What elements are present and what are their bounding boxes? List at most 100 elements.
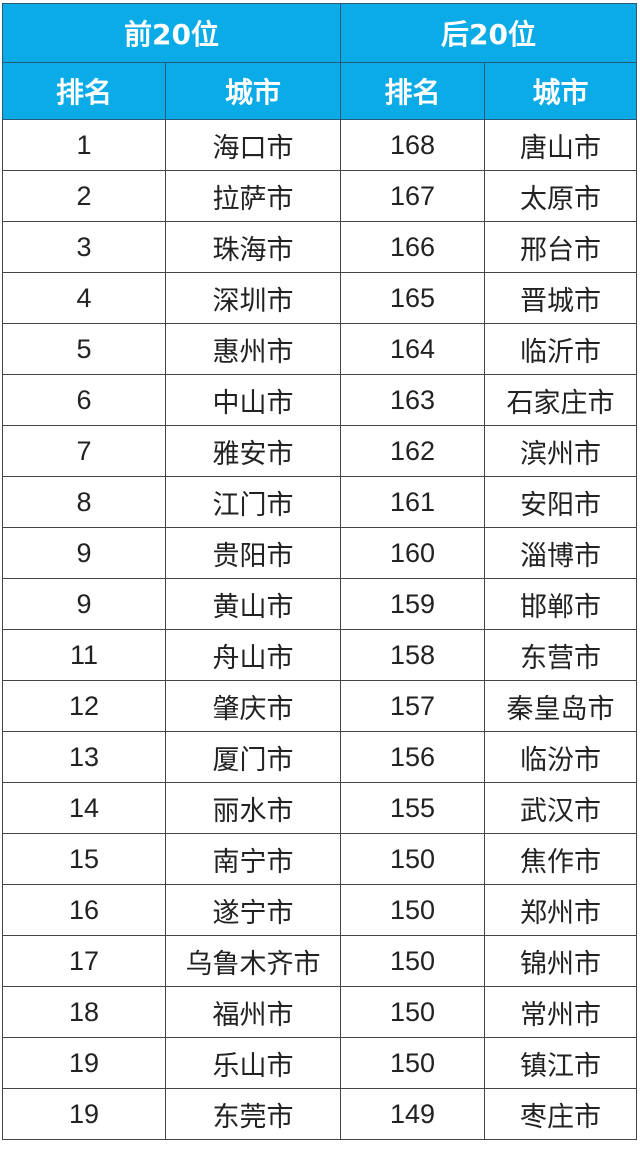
bottom-rank-cell: 161 bbox=[340, 476, 485, 528]
top-city-cell: 南宁市 bbox=[165, 833, 341, 885]
table-row: 11 舟山市 158 东营市 bbox=[2, 629, 637, 681]
bottom-city-cell: 秦皇岛市 bbox=[484, 680, 637, 732]
top-rank-cell: 11 bbox=[2, 629, 166, 681]
bottom-rank-header: 排名 bbox=[340, 62, 485, 120]
bottom-city-cell: 石家庄市 bbox=[484, 374, 637, 426]
table-row: 4 深圳市 165 晋城市 bbox=[2, 272, 637, 324]
bottom-city-cell: 滨州市 bbox=[484, 425, 637, 477]
top-city-cell: 中山市 bbox=[165, 374, 341, 426]
bottom-city-cell: 唐山市 bbox=[484, 119, 637, 171]
top-rank-cell: 6 bbox=[2, 374, 166, 426]
top-city-header: 城市 bbox=[165, 62, 341, 120]
table-row: 7 雅安市 162 滨州市 bbox=[2, 425, 637, 477]
bottom-city-cell: 常州市 bbox=[484, 986, 637, 1038]
table-row: 12 肇庆市 157 秦皇岛市 bbox=[2, 680, 637, 732]
bottom-rank-cell: 165 bbox=[340, 272, 485, 324]
bottom-city-cell: 武汉市 bbox=[484, 782, 637, 834]
bottom-city-cell: 邯郸市 bbox=[484, 578, 637, 630]
table-row: 15 南宁市 150 焦作市 bbox=[2, 833, 637, 885]
top-rank-header: 排名 bbox=[2, 62, 166, 120]
table-row: 9 黄山市 159 邯郸市 bbox=[2, 578, 637, 630]
table-row: 9 贵阳市 160 淄博市 bbox=[2, 527, 637, 579]
table-row: 16 遂宁市 150 郑州市 bbox=[2, 884, 637, 936]
top-rank-cell: 9 bbox=[2, 527, 166, 579]
top-rank-cell: 15 bbox=[2, 833, 166, 885]
bottom-city-cell: 枣庄市 bbox=[484, 1088, 637, 1140]
top-city-cell: 惠州市 bbox=[165, 323, 341, 375]
top-rank-cell: 8 bbox=[2, 476, 166, 528]
top-city-cell: 深圳市 bbox=[165, 272, 341, 324]
group-header-row: 前20位 后20位 bbox=[2, 3, 637, 63]
bottom-rank-cell: 156 bbox=[340, 731, 485, 783]
bottom-rank-cell: 167 bbox=[340, 170, 485, 222]
bottom-city-cell: 东营市 bbox=[484, 629, 637, 681]
bottom-city-cell: 临沂市 bbox=[484, 323, 637, 375]
bottom-city-cell: 郑州市 bbox=[484, 884, 637, 936]
top-rank-cell: 5 bbox=[2, 323, 166, 375]
bottom-rank-cell: 162 bbox=[340, 425, 485, 477]
bottom-city-cell: 安阳市 bbox=[484, 476, 637, 528]
top-city-cell: 黄山市 bbox=[165, 578, 341, 630]
top-city-cell: 舟山市 bbox=[165, 629, 341, 681]
column-header-row: 排名 城市 排名 城市 bbox=[2, 62, 637, 120]
bottom-rank-cell: 168 bbox=[340, 119, 485, 171]
bottom-city-header: 城市 bbox=[484, 62, 637, 120]
top-rank-cell: 9 bbox=[2, 578, 166, 630]
table-row: 17 乌鲁木齐市 150 锦州市 bbox=[2, 935, 637, 987]
top-city-cell: 珠海市 bbox=[165, 221, 341, 273]
top-rank-cell: 7 bbox=[2, 425, 166, 477]
table-row: 14 丽水市 155 武汉市 bbox=[2, 782, 637, 834]
bottom-city-cell: 淄博市 bbox=[484, 527, 637, 579]
bottom-rank-cell: 166 bbox=[340, 221, 485, 273]
bottom-city-cell: 邢台市 bbox=[484, 221, 637, 273]
top-rank-cell: 16 bbox=[2, 884, 166, 936]
top-rank-cell: 13 bbox=[2, 731, 166, 783]
bottom-rank-cell: 158 bbox=[340, 629, 485, 681]
top-city-cell: 东莞市 bbox=[165, 1088, 341, 1140]
top-rank-cell: 17 bbox=[2, 935, 166, 987]
table-row: 3 珠海市 166 邢台市 bbox=[2, 221, 637, 273]
table-row: 8 江门市 161 安阳市 bbox=[2, 476, 637, 528]
bottom-rank-cell: 160 bbox=[340, 527, 485, 579]
table-row: 19 乐山市 150 镇江市 bbox=[2, 1037, 637, 1089]
top-city-cell: 肇庆市 bbox=[165, 680, 341, 732]
top-city-cell: 雅安市 bbox=[165, 425, 341, 477]
top-rank-cell: 19 bbox=[2, 1037, 166, 1089]
bottom-rank-cell: 150 bbox=[340, 1037, 485, 1089]
table-row: 1 海口市 168 唐山市 bbox=[2, 119, 637, 171]
table-row: 13 厦门市 156 临汾市 bbox=[2, 731, 637, 783]
bottom-rank-cell: 150 bbox=[340, 833, 485, 885]
top-city-cell: 乐山市 bbox=[165, 1037, 341, 1089]
city-ranking-table: 前20位 后20位 排名 城市 排名 城市 1 海口市 168 唐山市 2 拉萨市 167 太… bbox=[2, 3, 637, 1140]
top-city-cell: 海口市 bbox=[165, 119, 341, 171]
bottom-rank-cell: 157 bbox=[340, 680, 485, 732]
top-city-cell: 遂宁市 bbox=[165, 884, 341, 936]
bottom-city-cell: 晋城市 bbox=[484, 272, 637, 324]
top-city-cell: 贵阳市 bbox=[165, 527, 341, 579]
top-rank-cell: 12 bbox=[2, 680, 166, 732]
table-row: 18 福州市 150 常州市 bbox=[2, 986, 637, 1038]
table-row: 19 东莞市 149 枣庄市 bbox=[2, 1088, 637, 1140]
bottom-city-cell: 镇江市 bbox=[484, 1037, 637, 1089]
table-row: 2 拉萨市 167 太原市 bbox=[2, 170, 637, 222]
bottom-city-cell: 太原市 bbox=[484, 170, 637, 222]
bottom-rank-cell: 164 bbox=[340, 323, 485, 375]
top-city-cell: 乌鲁木齐市 bbox=[165, 935, 341, 987]
top-city-cell: 福州市 bbox=[165, 986, 341, 1038]
top-rank-cell: 18 bbox=[2, 986, 166, 1038]
top-rank-cell: 1 bbox=[2, 119, 166, 171]
bottom-city-cell: 焦作市 bbox=[484, 833, 637, 885]
top-city-cell: 厦门市 bbox=[165, 731, 341, 783]
bottom-rank-cell: 150 bbox=[340, 884, 485, 936]
bottom-rank-cell: 150 bbox=[340, 986, 485, 1038]
top-rank-cell: 4 bbox=[2, 272, 166, 324]
top-city-cell: 拉萨市 bbox=[165, 170, 341, 222]
bottom-20-header: 后20位 bbox=[340, 3, 637, 63]
bottom-rank-cell: 149 bbox=[340, 1088, 485, 1140]
top-city-cell: 江门市 bbox=[165, 476, 341, 528]
bottom-rank-cell: 150 bbox=[340, 935, 485, 987]
bottom-city-cell: 锦州市 bbox=[484, 935, 637, 987]
top-rank-cell: 3 bbox=[2, 221, 166, 273]
top-city-cell: 丽水市 bbox=[165, 782, 341, 834]
table-row: 5 惠州市 164 临沂市 bbox=[2, 323, 637, 375]
